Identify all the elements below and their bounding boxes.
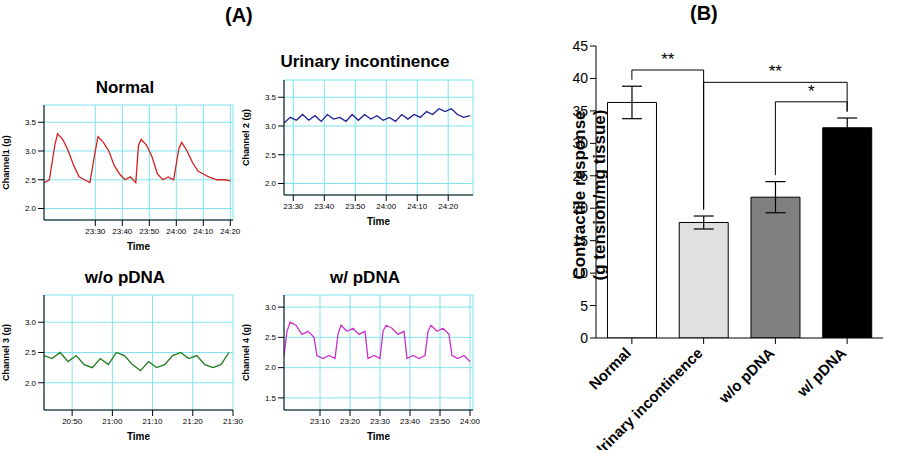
svg-text:23:50: 23:50 [430, 417, 451, 426]
svg-text:24:00: 24:00 [460, 417, 481, 426]
svg-text:0: 0 [580, 330, 588, 346]
svg-text:**: ** [661, 50, 675, 69]
svg-text:40: 40 [572, 70, 588, 86]
svg-text:35: 35 [572, 103, 588, 119]
svg-text:45: 45 [572, 38, 588, 54]
svg-text:23:10: 23:10 [310, 417, 331, 426]
svg-text:24:00: 24:00 [166, 227, 187, 236]
svg-text:23:30: 23:30 [85, 227, 106, 236]
svg-text:25: 25 [572, 168, 588, 184]
svg-text:2.5: 2.5 [265, 151, 277, 160]
svg-text:21:10: 21:10 [143, 417, 164, 426]
svg-text:w/o pDNA: w/o pDNA [715, 344, 778, 407]
svg-text:Time: Time [127, 431, 151, 440]
svg-text:Time: Time [127, 241, 151, 250]
svg-text:23:40: 23:40 [112, 227, 133, 236]
svg-text:w/ pDNA: w/ pDNA [793, 344, 849, 400]
svg-text:24:20: 24:20 [220, 227, 241, 236]
svg-text:Time: Time [367, 216, 391, 225]
svg-text:24:10: 24:10 [407, 202, 428, 211]
svg-text:2.0: 2.0 [25, 204, 37, 213]
svg-text:Channel1 (g): Channel1 (g) [8, 135, 11, 190]
svg-text:21:20: 21:20 [183, 417, 204, 426]
svg-text:30: 30 [572, 135, 588, 151]
svg-text:21:00: 21:00 [102, 417, 123, 426]
svg-text:5: 5 [580, 298, 588, 314]
svg-text:2.5: 2.5 [25, 348, 37, 357]
svg-text:24:00: 24:00 [376, 202, 397, 211]
svg-text:3.0: 3.0 [25, 147, 37, 156]
svg-text:23:30: 23:30 [283, 202, 304, 211]
svg-text:23:50: 23:50 [345, 202, 366, 211]
svg-text:**: ** [769, 62, 783, 81]
svg-text:15: 15 [572, 233, 588, 249]
svg-text:20: 20 [572, 200, 588, 216]
svg-text:Channel 4 (g): Channel 4 (g) [241, 324, 251, 381]
svg-text:3.5: 3.5 [265, 93, 277, 102]
svg-text:Urinary incontinence: Urinary incontinence [588, 344, 706, 450]
svg-text:2.0: 2.0 [265, 363, 277, 372]
svg-text:*: * [808, 82, 815, 101]
svg-text:3.0: 3.0 [25, 318, 37, 327]
svg-text:2.0: 2.0 [265, 179, 277, 188]
svg-text:2.5: 2.5 [25, 176, 37, 185]
svg-text:Channel 2 (g): Channel 2 (g) [241, 109, 251, 166]
svg-text:23:40: 23:40 [314, 202, 335, 211]
svg-text:Time: Time [367, 431, 391, 440]
svg-text:1.5: 1.5 [265, 394, 277, 403]
svg-text:21:30: 21:30 [223, 417, 244, 426]
svg-text:23:40: 23:40 [400, 417, 421, 426]
svg-text:3.5: 3.5 [25, 118, 37, 127]
svg-text:3.0: 3.0 [265, 303, 277, 312]
svg-text:24:10: 24:10 [193, 227, 214, 236]
svg-text:24:20: 24:20 [438, 202, 459, 211]
svg-text:Channel 3 (g): Channel 3 (g) [8, 324, 11, 381]
svg-text:2.0: 2.0 [25, 379, 37, 388]
svg-text:Normal: Normal [585, 344, 634, 393]
svg-text:20:50: 20:50 [62, 417, 83, 426]
svg-text:10: 10 [572, 265, 588, 281]
svg-text:23:50: 23:50 [139, 227, 160, 236]
svg-text:2.5: 2.5 [265, 333, 277, 342]
svg-text:3.0: 3.0 [265, 122, 277, 131]
svg-text:23:30: 23:30 [370, 417, 391, 426]
svg-text:23:20: 23:20 [340, 417, 361, 426]
